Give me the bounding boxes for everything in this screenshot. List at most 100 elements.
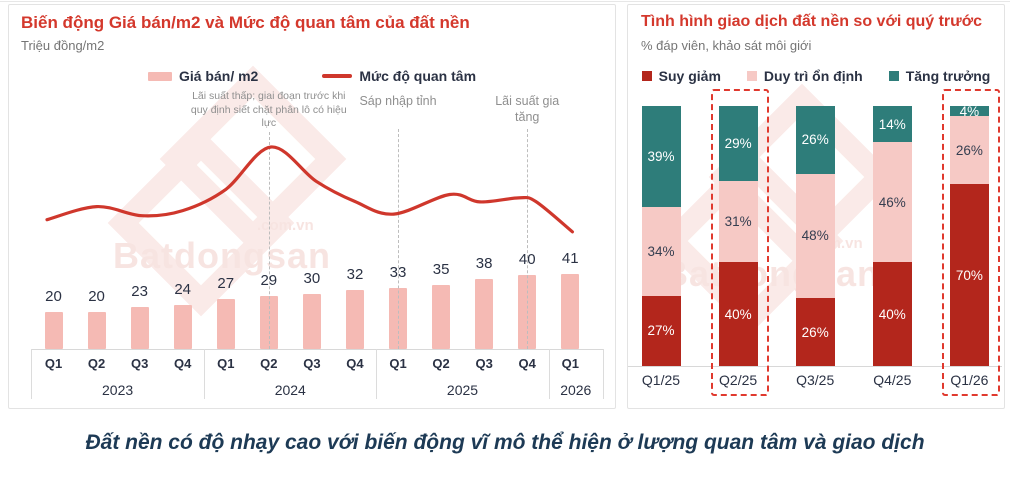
legend-label: Tăng trưởng	[905, 68, 991, 84]
stack-segment: 46%	[872, 142, 912, 262]
category-label: Q1/26	[950, 372, 989, 388]
annotation-label: Lãi suất thấp; giai đoạn trước khi quy đ…	[190, 90, 347, 130]
stack-segment: 31%	[718, 181, 758, 262]
legend-item: Duy trì ổn định	[746, 68, 863, 84]
legend-item: Tăng trưởng	[888, 68, 991, 84]
category-label: Q2/25	[719, 372, 758, 388]
price-chart: 20 Q1 20 Q2 23 Q3 24 Q4 27 Q1 29 Q2 30 Q3 32 Q4 33 Q1 35 Q2…	[9, 5, 615, 408]
quarter-label: Q1	[561, 356, 579, 371]
quarter-label: Q2	[260, 356, 278, 371]
annotation-label: Sáp nhập tỉnh	[359, 94, 437, 108]
legend-item-price: Giá bán/ m2	[147, 68, 259, 84]
quarter-label: Q3	[130, 356, 149, 371]
price-bar	[173, 304, 192, 349]
event-dashed-line	[398, 129, 400, 349]
price-bar	[302, 293, 321, 349]
stack-segment: 26%	[795, 106, 835, 174]
quarter-label: Q1	[44, 356, 63, 371]
price-bar-value: 20	[88, 288, 105, 306]
axis-separator	[376, 349, 378, 399]
price-interest-panel: Biến động Giá bán/m2 và Mức độ quan tâm …	[8, 4, 616, 409]
stack-segment: 70%	[949, 184, 989, 366]
year-label: 2024	[274, 382, 306, 398]
price-bar-value: 29	[260, 271, 278, 289]
quarter-label: Q1	[217, 356, 235, 371]
stack-segment: 14%	[872, 106, 912, 143]
price-bar-value: 23	[131, 282, 148, 300]
legend-label: Duy trì ổn định	[763, 68, 863, 84]
quarter-label: Q3	[303, 356, 321, 371]
left-panel-subtitle: Triệu đồng/m2	[21, 38, 105, 53]
interest-line-path	[45, 145, 574, 234]
legend-label: Suy giảm	[658, 68, 721, 84]
price-bar-value: 20	[45, 288, 62, 306]
quarter-label: Q2	[87, 356, 106, 371]
price-bar-value: 38	[475, 255, 493, 273]
caption: Đất nền có độ nhạy cao với biến động vĩ …	[85, 431, 925, 454]
transactions-chart: 27% 34% 39% Q1/25 40% 31% 29% Q2/25 26% 48% 26% Q3/…	[628, 5, 1004, 408]
category-label: Q4/25	[873, 372, 912, 388]
price-bar-value: 32	[346, 266, 364, 284]
quarter-label: Q3	[475, 356, 493, 371]
event-dashed-line	[268, 132, 270, 349]
stack-segment: 40%	[872, 262, 912, 366]
left-panel-title: Biến động Giá bán/m2 và Mức độ quan tâm …	[21, 13, 470, 32]
legend-swatch	[641, 71, 652, 81]
line-legend-swatch	[322, 74, 353, 78]
stack-segment: 48%	[795, 173, 835, 299]
stack-segment: 4%	[949, 104, 989, 119]
price-bar	[561, 273, 580, 349]
quarter-label: Q4	[518, 356, 536, 371]
price-bar	[216, 299, 235, 349]
right-legend: Suy giảm Duy trì ổn định Tăng trưởng	[628, 68, 1004, 84]
price-bar-value: 33	[389, 264, 407, 282]
legend-swatch	[888, 71, 899, 81]
x-axis-line	[31, 349, 603, 350]
price-bar-value: 41	[561, 249, 579, 267]
category-label: Q1/25	[641, 372, 681, 388]
stack-segment: 29%	[718, 106, 758, 182]
bar-legend-label: Giá bán/ m2	[178, 68, 259, 84]
line-legend-label: Mức độ quan tâm	[359, 68, 477, 84]
year-label: 2025	[446, 382, 479, 398]
highlight-box	[711, 89, 770, 396]
stack-segment: 27%	[641, 295, 681, 366]
x-axis-line	[628, 366, 1002, 367]
stack-segment: 26%	[949, 116, 989, 184]
bar-legend-swatch	[147, 71, 172, 81]
right-panel-title: Tình hình giao dịch đất nền so với quý t…	[641, 13, 983, 30]
axis-separator	[31, 349, 32, 399]
quarter-label: Q4	[174, 356, 192, 371]
right-panel-subtitle: % đáp viên, khảo sát môi giới	[641, 38, 812, 53]
axis-separator	[548, 349, 550, 399]
stack-segment: 40%	[718, 262, 758, 366]
price-bar	[44, 312, 63, 349]
axis-separator	[603, 349, 604, 399]
price-bar	[475, 279, 494, 349]
legend-item: Suy giảm	[641, 68, 721, 84]
quarter-label: Q2	[432, 356, 450, 371]
left-legend: Giá bán/ m2 Mức độ quan tâm	[9, 68, 615, 84]
axis-separator	[204, 349, 206, 399]
price-bar-value: 27	[217, 275, 235, 293]
quarter-label: Q1	[389, 356, 407, 371]
stack-segment: 26%	[795, 298, 835, 366]
transactions-panel: Tình hình giao dịch đất nền so với quý t…	[627, 4, 1005, 409]
price-bar	[432, 284, 451, 349]
price-bar	[130, 306, 149, 349]
legend-swatch	[746, 71, 757, 81]
category-label: Q3/25	[796, 372, 835, 388]
quarter-label: Q4	[346, 356, 364, 371]
price-bar-value: 35	[432, 260, 450, 278]
highlight-box	[942, 89, 1001, 396]
top-divider	[0, 1, 1010, 2]
annotation-label: Lãi suất gia tăng	[495, 94, 560, 125]
legend-item-interest: Mức độ quan tâm	[322, 68, 476, 84]
price-bar	[345, 290, 364, 349]
year-label: 2026	[560, 382, 592, 398]
price-bar	[87, 312, 106, 349]
price-bar-value: 24	[174, 280, 192, 298]
stack-segment: 39%	[641, 106, 681, 208]
price-bar-value: 30	[303, 269, 321, 287]
stack-segment: 34%	[641, 207, 681, 296]
